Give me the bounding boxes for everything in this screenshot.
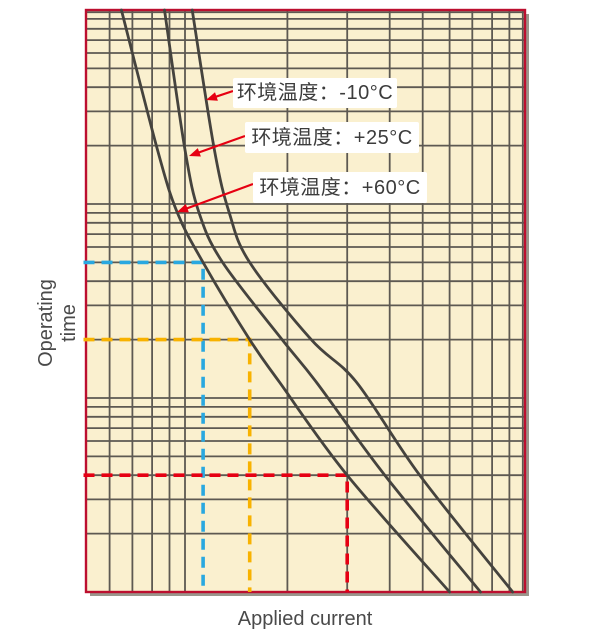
curve-minus10 <box>190 8 515 594</box>
callout-temp-minus10-text: 环境温度：-10°C <box>236 82 394 104</box>
arrow-head-icon <box>206 92 218 101</box>
callout-arrows <box>177 89 254 213</box>
plot-border <box>84 8 527 594</box>
arrow-line-1 <box>195 134 246 155</box>
callout-temp-plus60: 环境温度：+60°C <box>253 172 427 203</box>
callout-temp-minus10: 环境温度：-10°C <box>233 78 397 108</box>
curves <box>120 8 515 594</box>
curve-plus25 <box>163 8 482 594</box>
callout-temp-plus60-text: 环境温度：+60°C <box>259 176 421 199</box>
callout-temp-plus25-text: 环境温度：+25°C <box>251 126 413 149</box>
arrow-head-icon <box>189 148 201 157</box>
x-axis-label: Applied current <box>237 608 373 630</box>
callout-temp-plus25: 环境温度：+25°C <box>245 122 419 153</box>
arrow-line-2 <box>183 182 254 211</box>
grid-lines <box>86 10 525 592</box>
arrow-head-icon <box>177 204 189 213</box>
curve-plus60 <box>120 8 451 594</box>
guide-blue <box>83 260 205 592</box>
y-axis-label: Operating time <box>35 279 80 367</box>
